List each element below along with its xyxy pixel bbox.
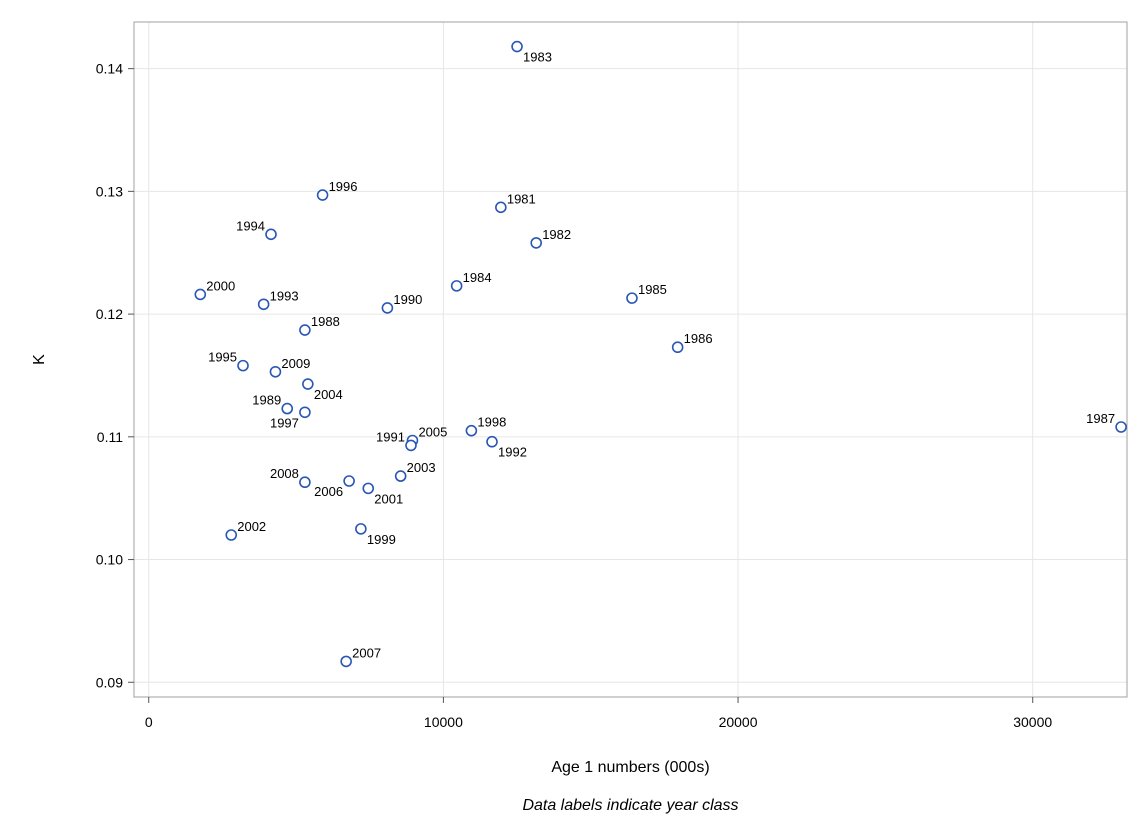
data-label: 1983 (523, 50, 552, 65)
data-label: 1986 (684, 331, 713, 346)
x-tick-label: 20000 (719, 714, 758, 730)
footnote: Data labels indicate year class (522, 797, 738, 814)
data-point (257, 298, 270, 311)
y-tick-label: 0.11 (97, 429, 123, 445)
data-point (381, 302, 394, 314)
data-point (316, 189, 329, 201)
x-axis-label: Age 1 numbers (000s) (551, 759, 709, 776)
data-label: 1987 (1086, 411, 1115, 426)
data-point (465, 424, 478, 437)
y-tick-label: 0.10 (96, 552, 123, 568)
data-label: 1989 (252, 393, 281, 408)
data-point (299, 324, 311, 336)
data-label: 1984 (463, 270, 492, 285)
data-label: 1985 (638, 282, 667, 297)
data-label: 1995 (208, 350, 237, 365)
data-points: 1983 1996 1981 1994 1982 1984 2000 1985 1993 1990… (194, 40, 1127, 668)
data-point (340, 655, 352, 668)
data-label: 1998 (477, 415, 506, 430)
data-point (511, 40, 523, 53)
y-tick-label: 0.13 (96, 183, 123, 199)
data-label: 2009 (281, 356, 310, 371)
data-point (362, 482, 375, 495)
data-point (194, 288, 207, 301)
y-tick-label: 0.09 (96, 674, 123, 690)
data-point (486, 435, 498, 448)
y-tick-label: 0.14 (96, 61, 123, 77)
data-label: 2007 (352, 645, 381, 660)
data-label: 2006 (314, 484, 343, 499)
data-label: 1988 (311, 314, 340, 329)
y-tick-label: 0.12 (96, 306, 123, 322)
data-point (302, 378, 314, 390)
data-point (530, 237, 543, 249)
data-label: 1990 (393, 292, 422, 307)
data-label: 2008 (270, 466, 299, 481)
data-point (495, 201, 507, 214)
data-label: 1991 (376, 429, 405, 444)
data-label: 2005 (418, 425, 447, 440)
data-label: 2003 (407, 460, 436, 475)
data-label: 1981 (507, 191, 536, 206)
data-point (394, 470, 407, 482)
data-label: 1994 (236, 218, 265, 233)
data-point (237, 359, 249, 372)
data-point (626, 292, 638, 304)
grid (134, 22, 1127, 697)
data-point (1115, 421, 1127, 433)
data-label: 1996 (329, 179, 358, 194)
data-point (405, 439, 417, 452)
data-label: 2004 (314, 387, 343, 402)
plot-area-frame (133, 21, 1128, 698)
axes: 0 10000 20000 30000 0.09 0.10 0.11 0.12 0.13 0.14 (96, 61, 1053, 730)
data-label: 1999 (367, 532, 396, 547)
data-point (299, 476, 311, 489)
data-label: 2001 (374, 491, 403, 506)
data-label: 1993 (270, 288, 299, 303)
data-point (265, 228, 277, 241)
data-label: 1997 (270, 415, 299, 430)
x-tick-label: 10000 (424, 714, 463, 730)
data-point (355, 523, 367, 535)
data-point (281, 402, 294, 415)
data-point (450, 280, 463, 292)
data-label: 2002 (237, 519, 266, 534)
data-point (225, 529, 238, 541)
x-tick-label: 30000 (1013, 714, 1052, 730)
data-label: 2000 (206, 278, 235, 293)
data-point (671, 341, 684, 354)
data-label: 1982 (542, 227, 571, 242)
data-label: 1992 (498, 445, 527, 460)
data-point (299, 406, 311, 419)
x-tick-label: 0 (145, 714, 153, 730)
data-point (269, 365, 282, 378)
y-axis-label: K (31, 354, 48, 365)
data-point (343, 475, 355, 487)
